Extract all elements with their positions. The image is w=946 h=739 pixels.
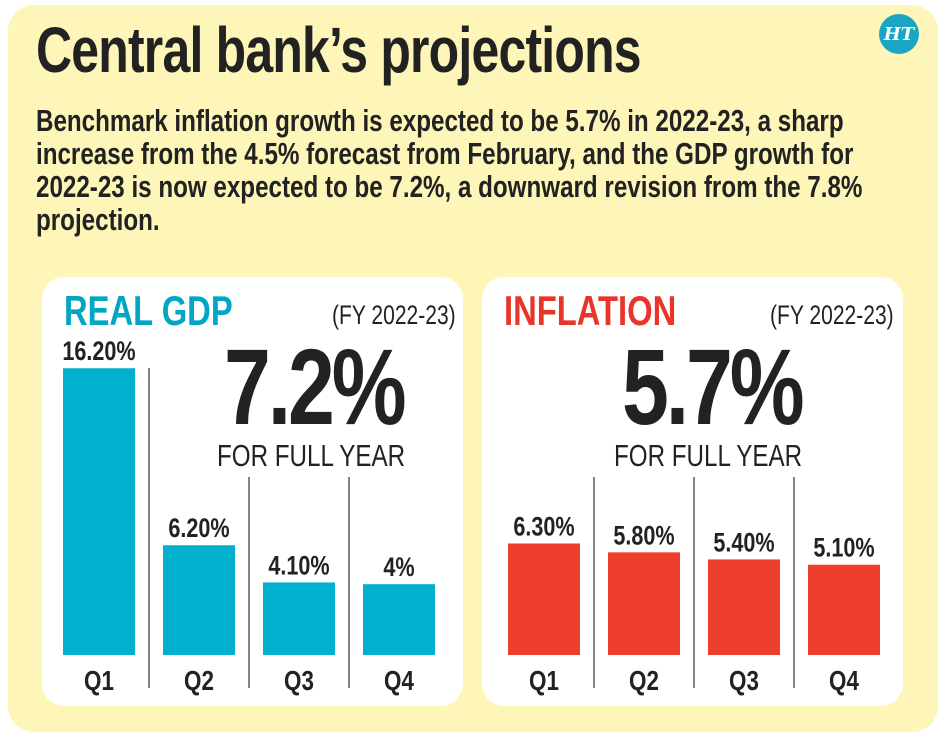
inflation-title: INFLATION xyxy=(504,287,677,334)
page-title: Central bank’s projections xyxy=(36,14,642,86)
gdp-bar-q4 xyxy=(363,584,435,655)
inflation-data-label: 5.80% xyxy=(613,521,674,551)
gdp-bar-q1 xyxy=(63,368,135,655)
inflation-bar-q2 xyxy=(608,552,680,655)
gdp-headline-label: FOR FULL YEAR xyxy=(217,438,406,473)
gdp-title: REAL GDP xyxy=(64,287,233,334)
gdp-fy: (FY 2022-23) xyxy=(332,300,456,330)
inflation-headline-label: FOR FULL YEAR xyxy=(614,438,803,473)
inflation-headline: 5.7% xyxy=(622,326,805,447)
gdp-headline: 7.2% xyxy=(224,326,407,447)
gdp-category-label: Q1 xyxy=(84,666,114,697)
gdp-category-label: Q3 xyxy=(284,666,314,697)
gdp-bar-q2 xyxy=(163,545,235,655)
gdp-category-label: Q4 xyxy=(384,666,414,697)
inflation-category-label: Q4 xyxy=(829,666,859,697)
gdp-data-label: 16.20% xyxy=(62,337,135,367)
inflation-bar-q1 xyxy=(508,543,580,655)
gdp-category-label: Q2 xyxy=(184,666,214,697)
inflation-bar-q3 xyxy=(708,559,780,655)
inflation-data-label: 6.30% xyxy=(513,512,574,542)
inflation-category-label: Q1 xyxy=(529,666,559,697)
inflation-data-label: 5.10% xyxy=(813,534,874,564)
ht-logo: HT xyxy=(879,14,919,54)
gdp-bar-q3 xyxy=(263,582,335,655)
description: Benchmark inflation growth is expected t… xyxy=(36,103,863,237)
inflation-fy: (FY 2022-23) xyxy=(770,300,894,330)
gdp-data-label: 6.20% xyxy=(168,514,229,544)
gdp-data-label: 4.10% xyxy=(268,551,329,581)
inflation-category-label: Q2 xyxy=(629,666,659,697)
gdp-data-label: 4% xyxy=(383,553,414,583)
inflation-category-label: Q3 xyxy=(729,666,759,697)
inflation-bar-q4 xyxy=(808,564,880,655)
inflation-data-label: 5.40% xyxy=(713,528,774,558)
